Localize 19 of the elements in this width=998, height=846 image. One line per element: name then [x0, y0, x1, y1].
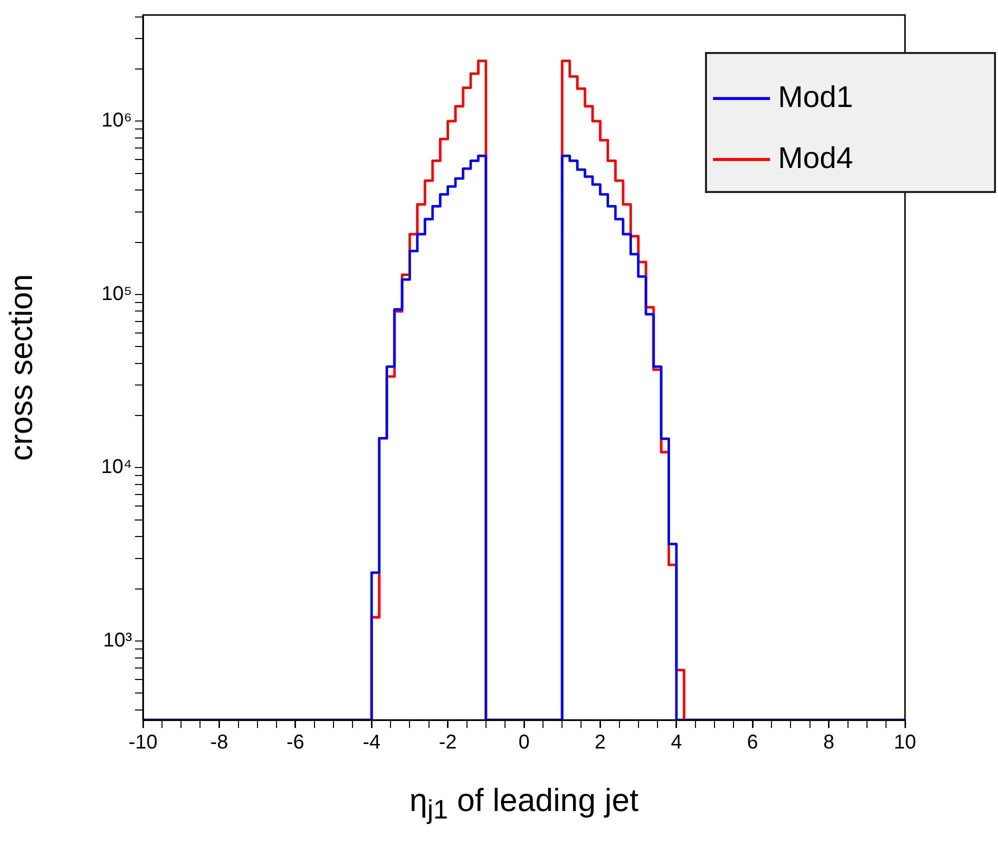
- x-tick-label: -10: [128, 732, 158, 754]
- x-tick-label: -4: [362, 732, 380, 754]
- x-tick-label: -8: [210, 732, 228, 754]
- x-tick-label: 10: [894, 732, 916, 754]
- x-tick-label: -2: [438, 732, 457, 754]
- x-tick-label: 0: [518, 732, 530, 754]
- x-tick-label: 4: [670, 732, 682, 754]
- y-tick-label: 10⁶: [102, 110, 132, 132]
- x-tick-label: 8: [823, 732, 834, 754]
- legend-label: Mod1: [778, 81, 854, 115]
- y-axis-title: cross section: [3, 274, 40, 461]
- y-tick-label: 10⁵: [101, 282, 132, 305]
- x-tick-label: -6: [286, 732, 304, 754]
- legend-label: Mod4: [778, 142, 854, 176]
- y-tick-label: 10³: [103, 630, 132, 652]
- x-tick-label: 2: [594, 732, 606, 754]
- y-tick-label: 10⁴: [101, 456, 132, 478]
- x-tick-label: 6: [747, 732, 758, 754]
- x-axis-title: η$_{j1}$ of leading jet: [408, 782, 640, 826]
